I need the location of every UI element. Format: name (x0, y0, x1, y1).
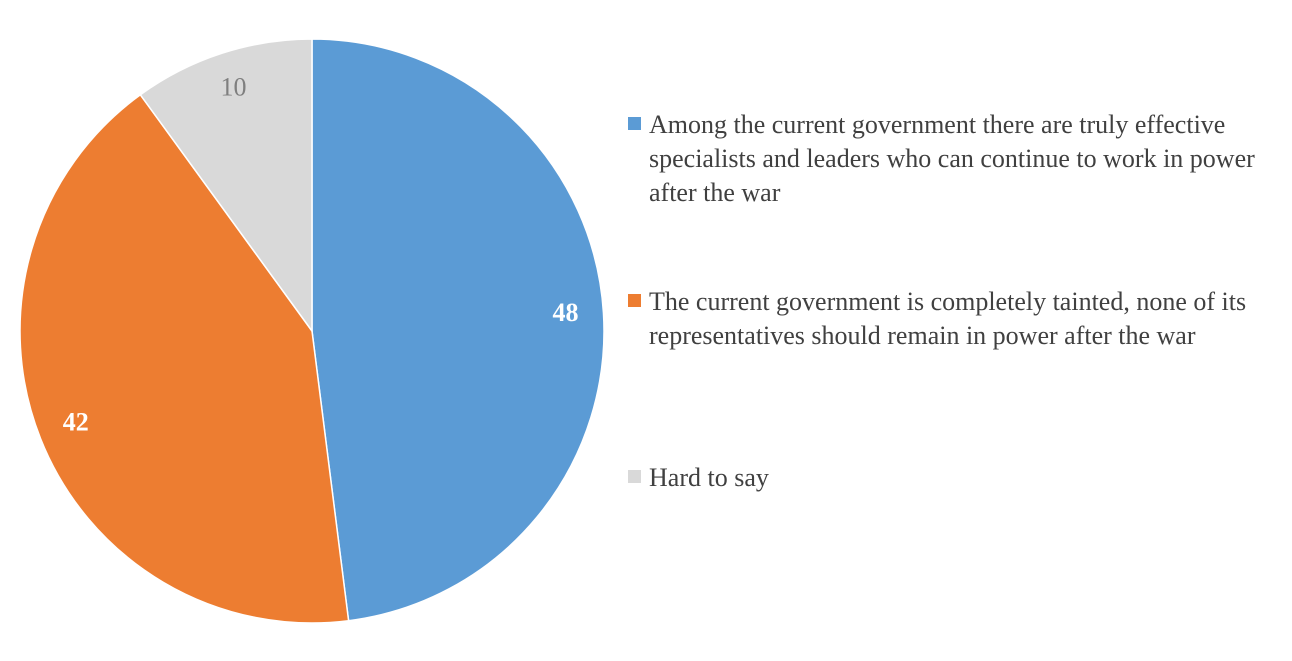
legend-swatch (628, 117, 641, 130)
legend-label: Hard to say (649, 463, 769, 492)
legend-item: Hard to say (628, 461, 1268, 495)
legend-label: The current government is completely tai… (649, 287, 1247, 350)
pie-slice (139, 38, 313, 334)
pie-slice (19, 93, 350, 624)
data-label: 48 (553, 298, 579, 327)
data-label: 10 (220, 72, 246, 101)
pie-chart: 48 42 10 (19, 38, 605, 624)
legend-swatch (628, 470, 641, 483)
legend-swatch (628, 294, 641, 307)
pie-slice (311, 38, 605, 622)
legend-item: Among the current government there are t… (628, 108, 1268, 210)
legend-label: Among the current government there are t… (649, 110, 1255, 207)
data-label: 42 (63, 407, 89, 436)
legend-item: The current government is completely tai… (628, 285, 1268, 353)
